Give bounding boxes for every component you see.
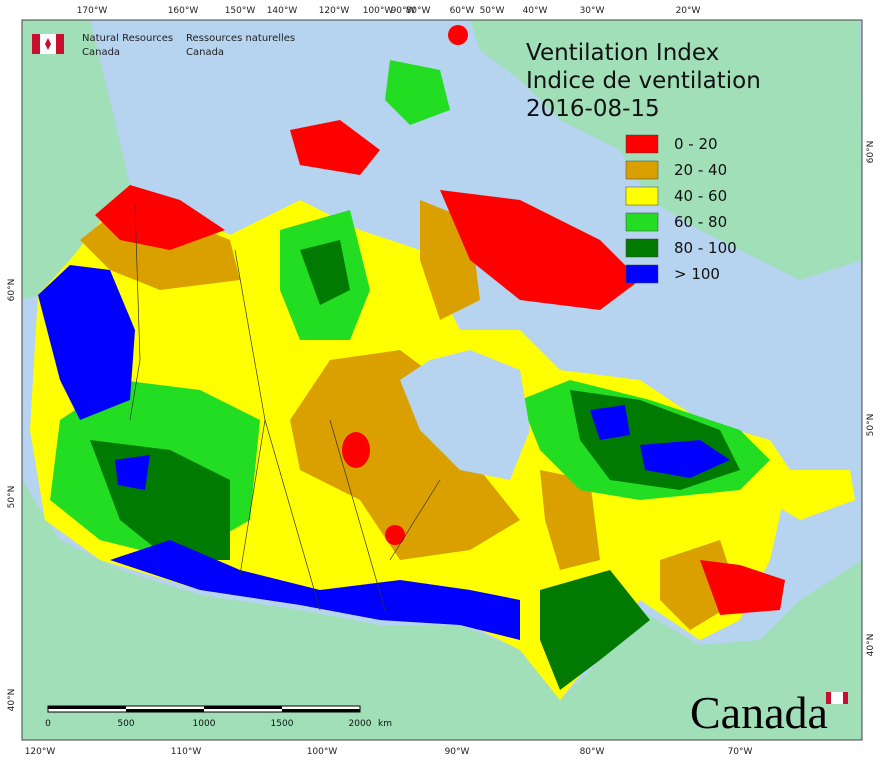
zone [540,570,650,690]
zone [300,240,350,305]
map-frame [21,19,863,741]
longitude-label: 150°W [225,6,256,16]
title: Ventilation Index [526,40,719,66]
agency-fr: Canada [186,47,224,58]
scale-bar-segment [126,709,204,712]
scale-bar-segment [204,706,282,709]
wordmark-flag [826,692,848,704]
zone [110,540,520,640]
longitude-label: 30°W [580,6,605,16]
zone [775,470,855,520]
date: 2016-08-15 [526,96,660,122]
legend-label: 20 - 40 [674,161,727,179]
zone [290,120,380,175]
wordmark-flag [826,692,831,704]
greenland [470,20,862,280]
scale-unit: km [378,719,392,729]
zone [385,525,405,545]
scale-bar-segment [282,709,360,712]
legend-swatch [625,212,659,232]
alaska [22,20,130,300]
scale-bar [47,705,361,713]
legend-label: 60 - 80 [674,213,727,231]
longitude-label: 100°W [307,747,338,757]
longitude-label: 40°W [523,6,548,16]
latitude-label: 50°N [7,486,17,509]
hudson-bay [400,350,530,480]
zone [440,190,640,310]
agency-en: Canada [82,47,120,58]
zone [95,185,225,250]
latitude-label: 40°N [7,689,17,712]
legend-swatch [625,264,659,284]
zone [590,405,630,440]
legend-label: 40 - 60 [674,187,727,205]
longitude-label: 60°W [450,6,475,16]
zone [700,560,785,615]
legend-swatch [625,160,659,180]
longitude-label: 70°W [728,747,753,757]
longitude-label: 160°W [168,6,199,16]
legend-label: 0 - 20 [674,135,718,153]
legend-label: 80 - 100 [674,239,737,257]
title: Indice de ventilation [526,68,761,94]
zone [640,440,730,478]
latitude-label: 50°N [866,414,876,437]
legend-swatch [625,238,659,258]
legend-label: > 100 [674,265,720,283]
legend-swatch [625,134,659,154]
scale-bar-segment [48,706,126,709]
latitude-label: 60°N [866,141,876,164]
flag-logo [56,34,64,54]
scale-label: 1500 [271,719,294,729]
longitude-label: 80°W [406,6,431,16]
latitude-label: 60°N [7,279,17,302]
wordmark-flag [843,692,848,704]
legend-swatch [625,186,659,206]
longitude-label: 50°W [480,6,505,16]
longitude-label: 140°W [267,6,298,16]
longitude-label: 110°W [171,747,202,757]
border [129,204,141,421]
longitude-label: 120°W [319,6,350,16]
longitude-label: 120°W [25,747,56,757]
zone [115,455,150,490]
latitude-label: 40°N [866,634,876,657]
longitude-label: 90°W [445,747,470,757]
zone [448,25,468,45]
longitude-label: 20°W [676,6,701,16]
flag-logo [45,38,51,50]
agency-fr: Ressources naturelles [186,33,295,44]
scale-label: 2000 [349,719,372,729]
united-states [22,480,862,740]
wordmark: Canada [690,687,828,738]
province-borders [129,204,441,611]
border [264,419,321,611]
longitude-label: 170°W [77,6,108,16]
zone [540,470,600,570]
zone [38,265,135,420]
longitude-label: 80°W [580,747,605,757]
border [329,419,386,611]
agency-en: Natural Resources [82,33,173,44]
zone [290,350,520,560]
flag-logo [32,34,40,54]
longitude-label: 100°W [363,6,394,16]
zone [385,60,450,125]
zone [342,432,370,468]
scale-label: 500 [117,719,134,729]
border [389,479,441,561]
longitude-label: 90°W [391,6,416,16]
scale-label: 1000 [193,719,216,729]
scale-label: 0 [45,719,51,729]
